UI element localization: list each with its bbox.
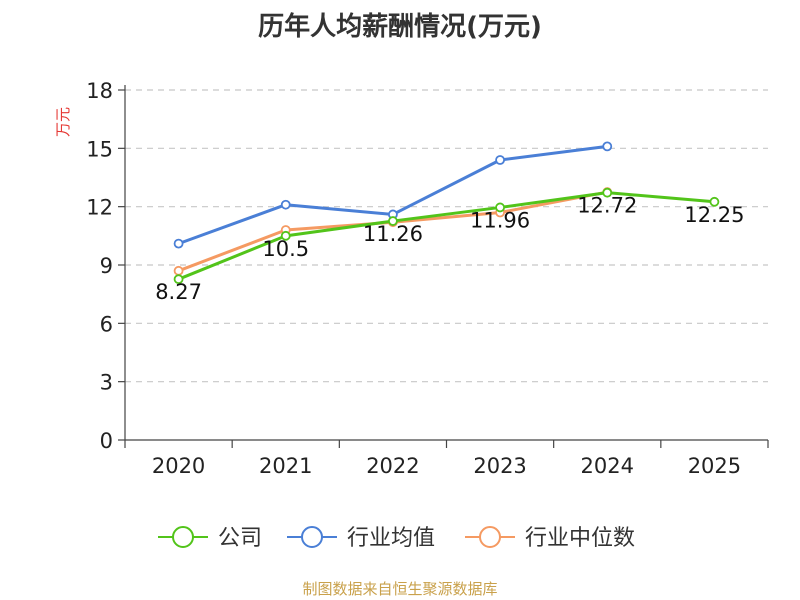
data-label: 12.72: [577, 194, 637, 218]
y-tick-label: 12: [86, 196, 113, 220]
data-point: [280, 230, 291, 241]
data-labels: 8.27 10.5 11.26 11.96 12.72 12.25: [155, 194, 744, 305]
legend: 公司 行业均值 行业中位数: [158, 526, 635, 551]
data-point: [495, 155, 505, 165]
legend-item: 行业均值: [287, 526, 435, 551]
data-point: [602, 187, 613, 198]
series-layer: [173, 141, 720, 285]
legend-label: 行业均值: [347, 526, 435, 551]
legend-label: 公司: [218, 526, 262, 551]
x-tick-label: 2022: [366, 454, 419, 478]
legend-marker: [301, 526, 323, 548]
legend-item: 公司: [158, 526, 262, 551]
data-point: [388, 216, 398, 226]
x-tick-label: 2020: [152, 454, 205, 478]
x-tick-label: 2025: [688, 454, 741, 478]
y-tick-label: 3: [100, 371, 113, 395]
legend-marker: [172, 526, 194, 548]
data-point: [173, 274, 184, 285]
data-point: [173, 265, 184, 276]
gridlines: [125, 89, 768, 383]
series-0: [173, 187, 720, 285]
data-point: [280, 199, 291, 210]
data-label: 10.5: [262, 237, 309, 261]
legend-marker: [479, 526, 501, 548]
data-label: 11.26: [363, 222, 423, 246]
y-tick-label: 0: [100, 429, 113, 453]
y-tick-label: 18: [86, 79, 113, 103]
y-tick-label: 9: [100, 254, 113, 278]
data-label: 8.27: [155, 280, 202, 304]
data-point: [602, 141, 613, 152]
data-label: 11.96: [470, 208, 530, 232]
x-tick-label: 2023: [473, 454, 526, 478]
x-tick-label: 2024: [581, 454, 634, 478]
legend-label: 行业中位数: [525, 526, 635, 551]
y-tick-label: 15: [86, 137, 113, 161]
data-point: [173, 238, 184, 249]
data-point: [495, 202, 505, 213]
chart-title: 历年人均薪酬情况(万元): [258, 12, 542, 42]
y-axis-label: 万元: [54, 107, 72, 137]
legend-item: 行业中位数: [465, 526, 635, 551]
line-chart: 0 3 6 9 12 15 18 2020 2021 2022 2023 2024 2025 万元 8.2…: [54, 79, 769, 551]
axes: 0 3 6 9 12 15 18 2020 2021 2022 2023 2024 2025 万元: [54, 79, 769, 478]
source-note: 制图数据来自恒生聚源数据库: [302, 580, 498, 598]
data-label: 12.25: [684, 203, 744, 227]
series-line: [178, 191, 715, 281]
x-tick-label: 2021: [259, 454, 312, 478]
data-point: [709, 196, 720, 207]
y-tick-label: 6: [100, 312, 113, 336]
